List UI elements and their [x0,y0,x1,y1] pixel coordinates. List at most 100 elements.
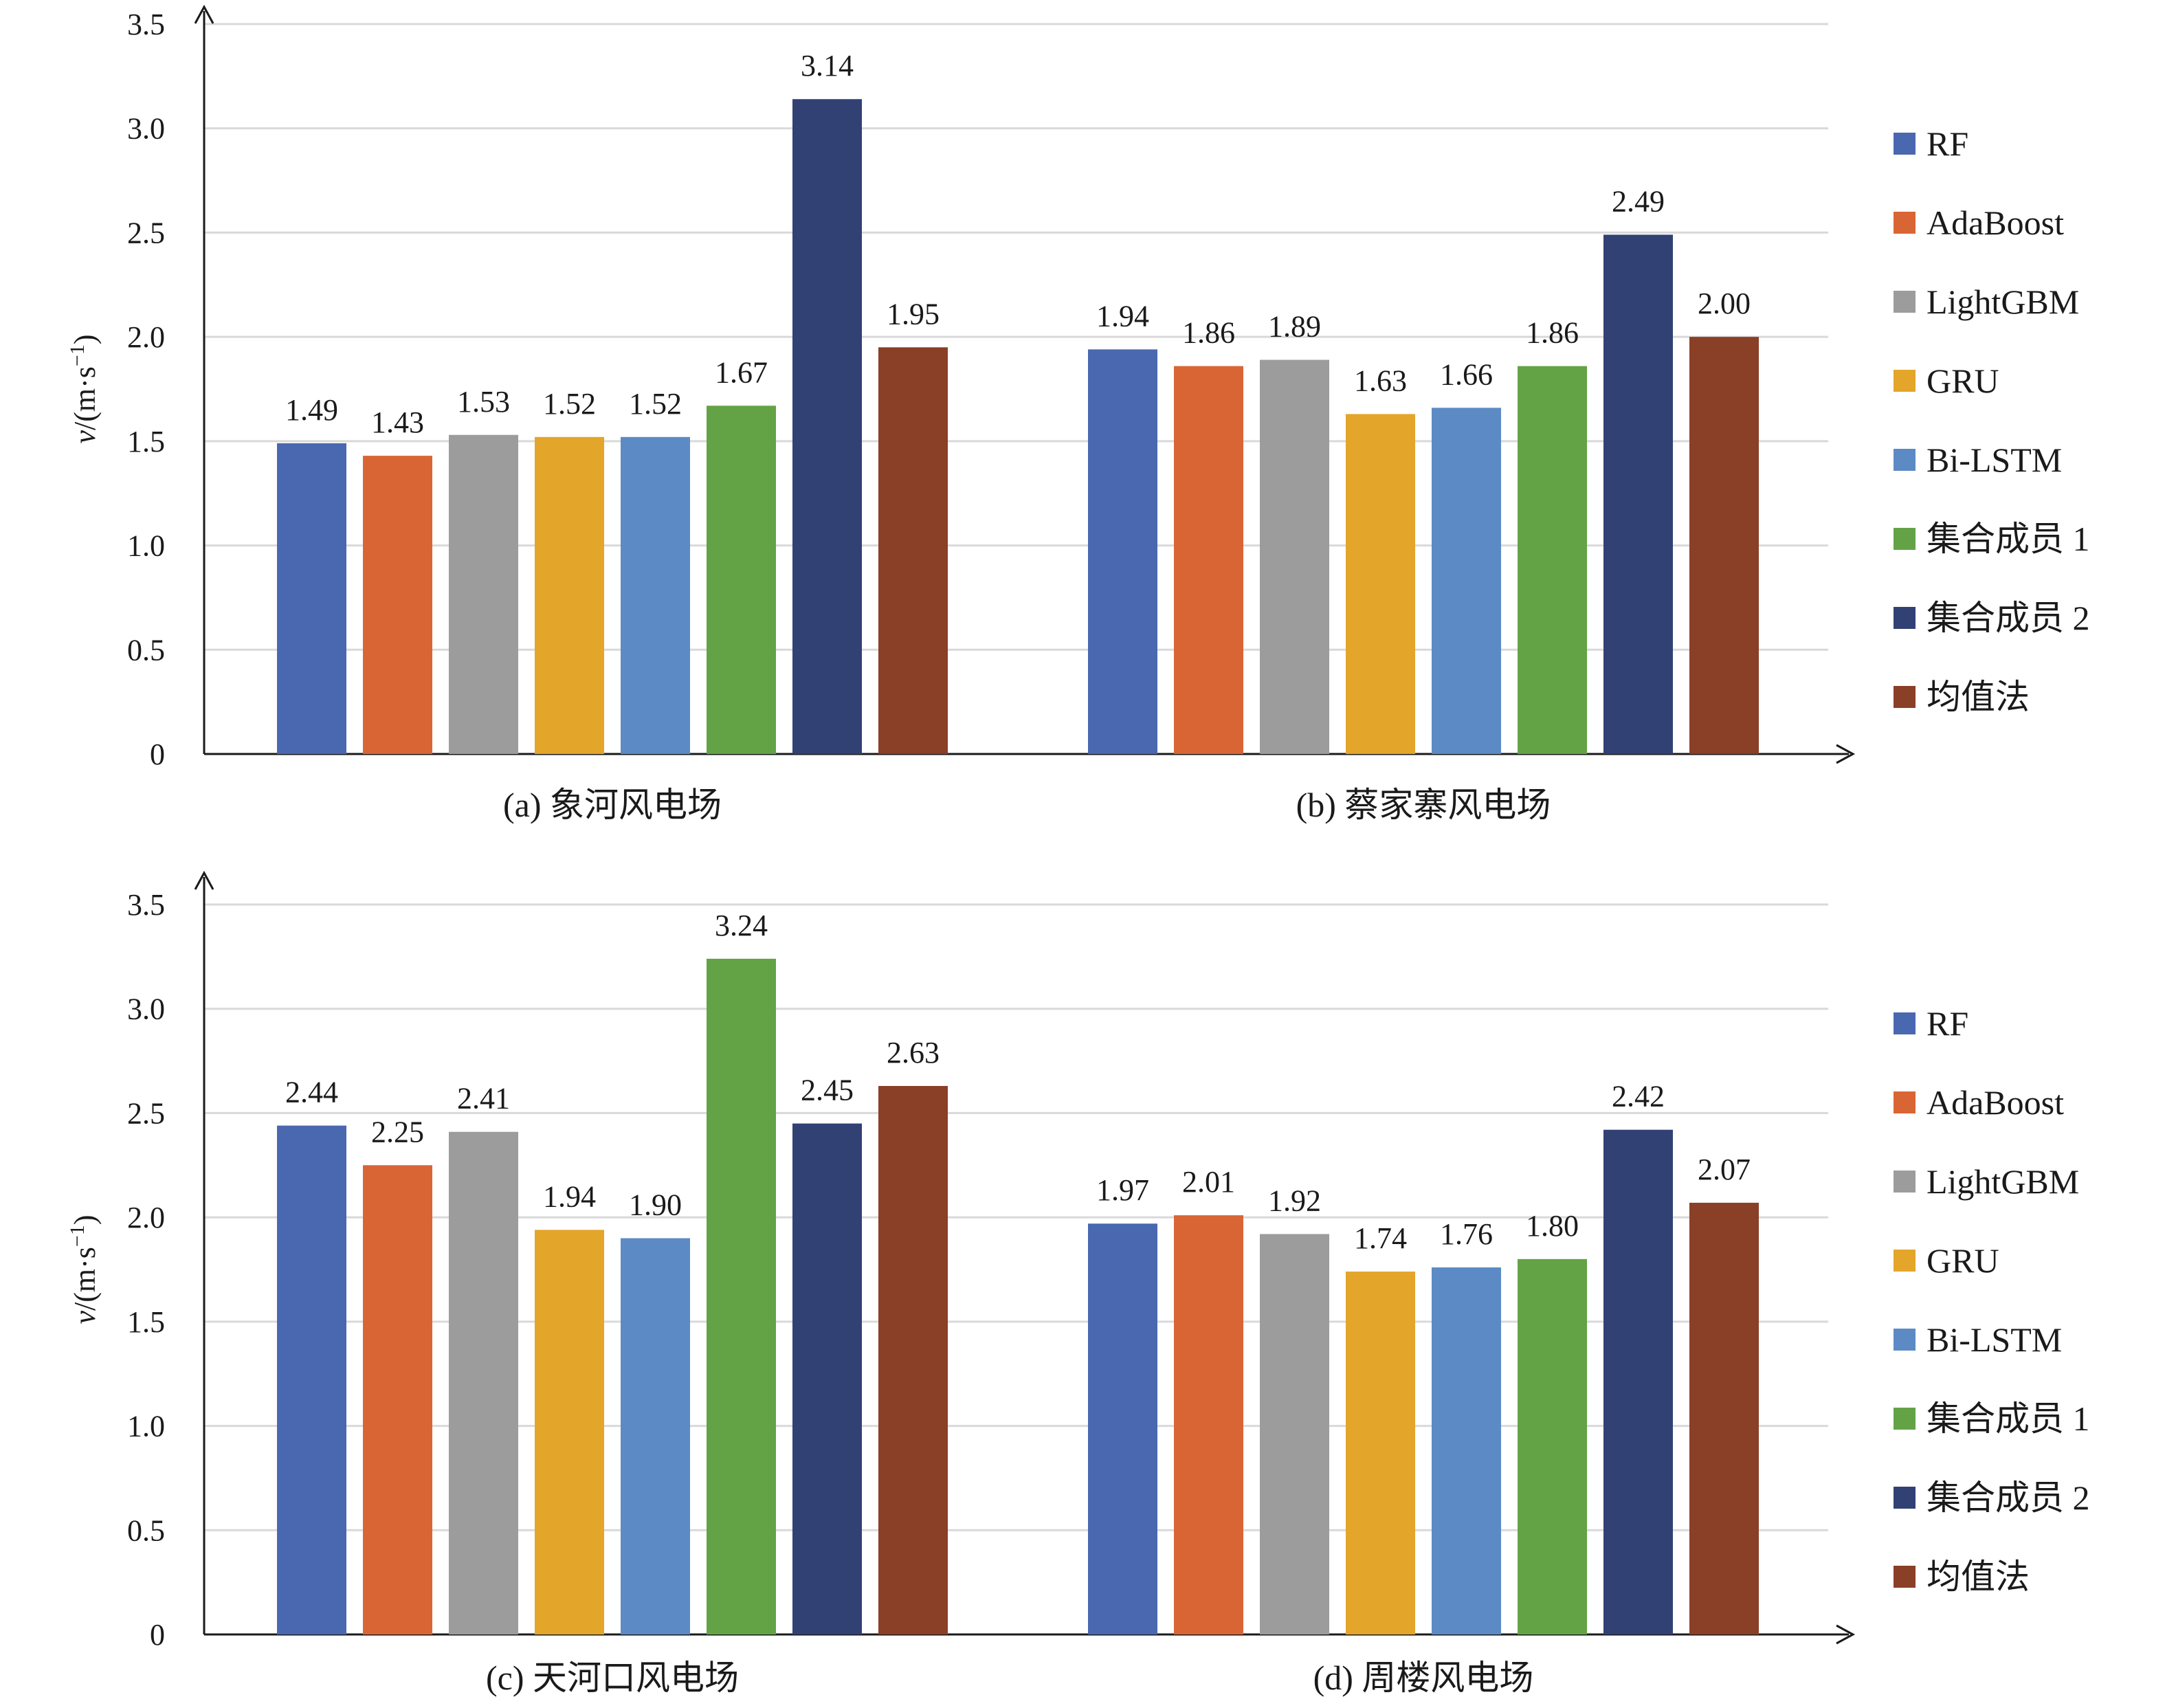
bar [1689,1202,1759,1634]
legend-swatch [1894,449,1916,471]
data-label: 1.86 [1526,316,1579,350]
bar [535,1230,604,1634]
legend-swatch [1894,291,1916,313]
legend: RF AdaBoost LightGBM GRU Bi-LSTM 集合成员 1 集合成员 2… [1894,1004,2090,1596]
category-label: (a) 象河风电场 [503,786,722,824]
legend-swatch [1894,133,1916,155]
chart-panel-2: 0 0.5 1.0 1.5 2.0 2.5 3.0 3.5 v/(m·s−1) 2.44 2.25 2… [66,870,2090,1697]
legend-label: LightGBM [1927,1162,2079,1201]
data-label: 2.42 [1612,1080,1665,1113]
y-tick-label: 1.5 [127,1305,165,1339]
bar [621,436,690,754]
data-label: 1.49 [285,393,338,427]
data-label: 1.94 [543,1179,596,1213]
data-label: 1.92 [1268,1184,1321,1217]
data-label: 1.43 [371,406,424,439]
data-label: 1.53 [457,385,510,419]
legend-label: 集合成员 2 [1927,599,2090,637]
y-tick-label: 0 [150,737,165,771]
data-label: 2.07 [1698,1153,1751,1186]
bar [1174,1215,1243,1634]
legend-label: Bi-LSTM [1927,441,2062,479]
bar [792,1123,862,1634]
data-label: 1.63 [1354,364,1407,397]
bar [621,1238,690,1634]
legend-label: AdaBoost [1927,1083,2064,1122]
bar [1346,414,1415,754]
legend-label: Bi-LSTM [1927,1320,2062,1359]
legend-label: LightGBM [1927,282,2079,321]
bar [277,1125,346,1634]
legend-swatch [1894,370,1916,392]
data-label: 1.67 [715,355,768,389]
y-tick-label: 0.5 [127,1513,165,1547]
legend-swatch [1894,686,1916,708]
y-tick-label: 0.5 [127,633,165,667]
data-label: 1.97 [1096,1173,1149,1207]
legend: RF AdaBoost LightGBM GRU Bi-LSTM 集合成员 1 集合成员 2… [1894,124,2090,716]
bar [535,436,604,754]
data-label: 1.86 [1182,316,1235,350]
y-axis-arrow [194,4,214,24]
y-tick-label: 1.5 [127,425,165,458]
data-label: 2.49 [1612,184,1665,218]
y-tick-label: 0 [150,1618,165,1652]
y-tick-label: 3.5 [127,888,165,922]
data-label: 3.24 [715,909,768,942]
category-label: (c) 天河口风电场 [486,1659,739,1697]
bar [1346,1272,1415,1634]
bar [363,456,432,754]
category-label: (d) 周楼风电场 [1313,1659,1534,1697]
category-label: (b) 蔡家寨风电场 [1296,786,1551,824]
bar [707,958,776,1634]
bar [1603,1129,1673,1634]
y-tick-label: 2.0 [127,320,165,354]
bar [1260,359,1329,754]
data-label: 2.44 [285,1076,338,1109]
data-label: 2.63 [887,1036,940,1069]
legend-label: AdaBoost [1927,203,2064,242]
x-axis-arrow [1836,1624,1856,1645]
y-tick-label: 2.5 [127,216,165,249]
data-label: 2.41 [457,1082,510,1116]
data-label: 1.74 [1354,1221,1407,1255]
bar [792,99,862,755]
data-label: 1.52 [629,387,682,421]
legend-swatch [1894,1091,1916,1113]
y-axis-label: v/(m·s−1) [66,1215,102,1324]
bar [1088,1223,1157,1634]
y-axis-arrow [194,870,214,890]
legend-swatch [1894,212,1916,234]
legend-label: GRU [1927,362,1999,400]
bar [1174,366,1243,754]
legend-label: 均值法 [1927,678,2030,716]
legend-label: RF [1927,1004,1968,1043]
data-label: 2.25 [371,1115,424,1149]
data-label: 1.90 [629,1188,682,1221]
legend-swatch [1894,528,1916,550]
y-tick-label: 3.0 [127,112,165,146]
data-label: 1.95 [887,297,940,331]
data-label: 1.66 [1440,357,1493,391]
y-axis-label: v/(m·s−1) [66,335,102,444]
bar [1518,1258,1587,1634]
bar [1088,349,1157,754]
bar [878,347,948,754]
bar [1603,234,1673,754]
data-label: 1.52 [543,387,596,421]
data-label: 2.45 [801,1074,854,1107]
legend-swatch [1894,1487,1916,1509]
legend-swatch [1894,1171,1916,1193]
legend-label: 集合成员 2 [1927,1478,2090,1517]
legend-label: 集合成员 1 [1927,520,2090,558]
chart-panel-1: 0 0.5 1.0 1.5 2.0 2.5 3.0 3.5 v/(m·s−1) 1.49 1.43 1… [66,4,2090,824]
x-axis-arrow [1836,744,1856,764]
legend-swatch [1894,1250,1916,1272]
legend-swatch [1894,1566,1916,1588]
bar [1518,366,1587,754]
bar [1432,1267,1501,1634]
bar [449,434,518,754]
bar [1689,337,1759,755]
legend-swatch [1894,1012,1916,1034]
